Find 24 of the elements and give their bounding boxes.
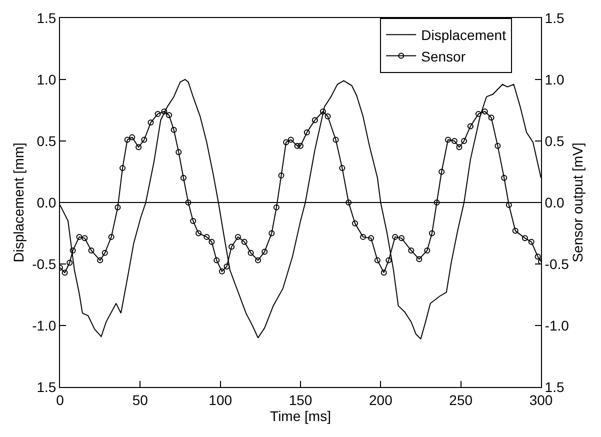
y-tick-label: 0.5 [36, 132, 56, 149]
y-tick-label: -0.5 [32, 256, 56, 272]
legend-label: Displacement [421, 27, 506, 44]
y2-tick-label: 0.5 [544, 132, 564, 149]
y-axis-title: Displacement [mm] [10, 142, 27, 262]
x-tick-label: 100 [208, 392, 232, 408]
x-tick-label: 250 [449, 392, 473, 408]
y-tick-label: -1.0 [32, 317, 56, 334]
y2-tick-label: 0.0 [544, 194, 564, 210]
y2-tick-label: 1.0 [544, 71, 564, 88]
y2-axis-title: Sensor output [mV] [569, 142, 586, 262]
y-tick-label: 1.0 [36, 71, 56, 88]
x-tick-label: 50 [132, 392, 148, 408]
legend-label: Sensor [421, 48, 466, 64]
x-axis-title: Time [ms] [270, 408, 331, 424]
y2-tick-label: -1.0 [544, 317, 570, 334]
x-tick-label: 200 [368, 392, 393, 408]
y2-tick-label: 1.5 [544, 10, 564, 26]
y-tick-label: 0.0 [36, 194, 56, 210]
y2-tick-label: -0.5 [544, 256, 570, 272]
x-tick-label: 0 [56, 392, 64, 408]
x-tick-label: 150 [288, 392, 312, 408]
y-tick-label: 1.5 [36, 10, 56, 26]
y-tick-label: 1.5 [36, 378, 56, 395]
